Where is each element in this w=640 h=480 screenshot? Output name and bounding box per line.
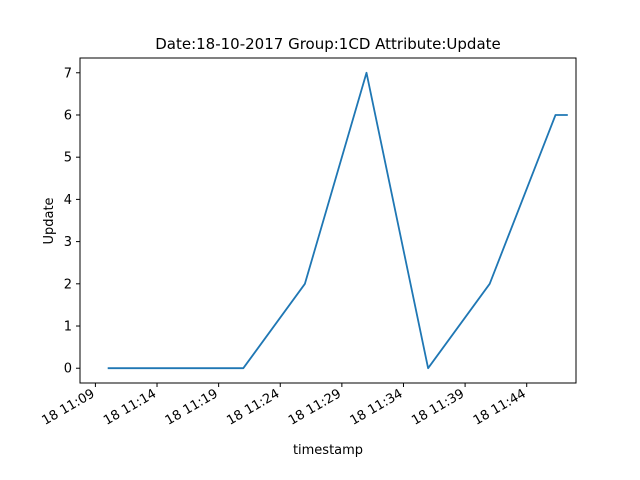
series-line [107, 71, 568, 370]
plot-frame [79, 57, 577, 384]
x-tick-label: 18 11:34 [348, 386, 406, 428]
y-tick-label: 4 [64, 193, 72, 208]
y-tick-label: 7 [64, 66, 72, 81]
x-axis: 18 11:09 18 11:14 18 11:19 18 11:24 18 11:29… [40, 383, 529, 429]
x-tick-label: 18 11:44 [471, 386, 529, 428]
x-tick-label: 18 11:14 [101, 386, 159, 428]
y-axis: 0 1 2 3 4 5 6 7 [64, 66, 80, 377]
x-tick-label: 18 11:09 [40, 386, 98, 428]
y-tick-label: 2 [64, 277, 72, 292]
y-axis-label: Update [42, 197, 57, 244]
y-tick-label: 1 [64, 320, 72, 335]
y-tick-label: 5 [64, 151, 72, 166]
x-axis-label: timestamp [293, 443, 363, 458]
x-tick-label: 18 11:29 [286, 386, 344, 428]
y-tick-label: 3 [64, 235, 72, 250]
y-tick-label: 6 [64, 108, 72, 123]
x-tick-label: 18 11:39 [409, 386, 467, 428]
chart-title: Date:18-10-2017 Group:1CD Attribute:Upda… [155, 35, 501, 53]
x-tick-label: 18 11:24 [224, 386, 282, 428]
y-tick-label: 0 [64, 362, 72, 377]
x-tick-label: 18 11:19 [163, 386, 221, 428]
